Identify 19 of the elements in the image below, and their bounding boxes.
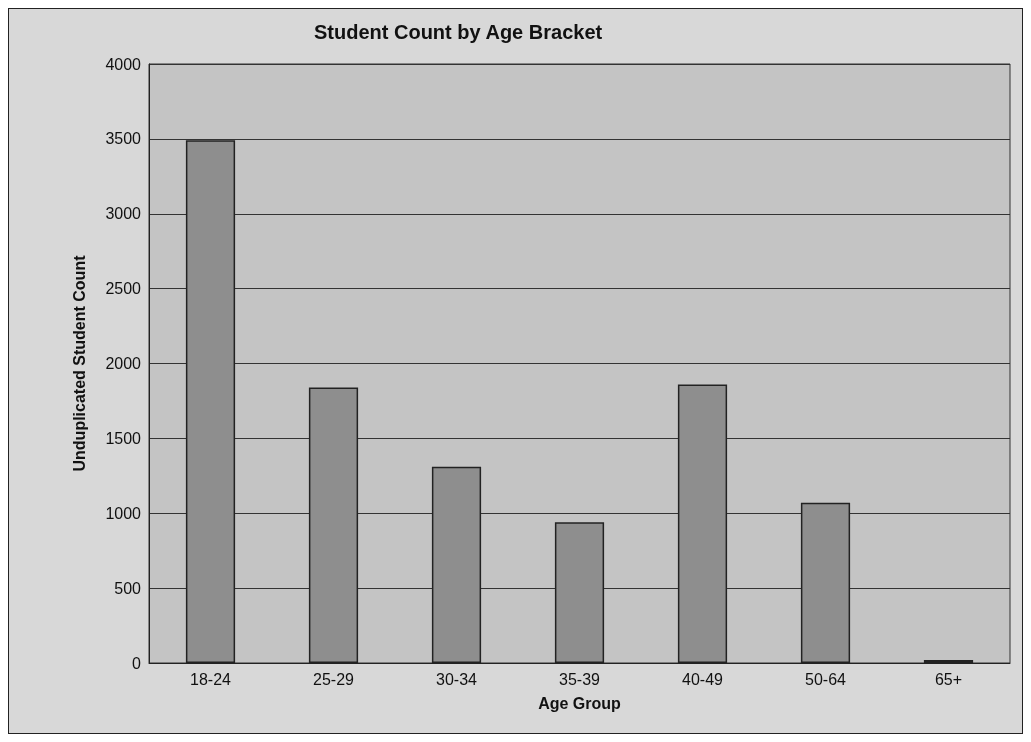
y-tick-label: 4000 <box>105 55 142 73</box>
y-tick-label: 2500 <box>105 280 142 298</box>
x-tick-label: 25-29 <box>313 670 355 688</box>
y-tick-label: 1500 <box>105 429 142 447</box>
x-tick-label: 18-24 <box>190 670 232 688</box>
x-tick-label: 50-64 <box>805 670 847 688</box>
x-tick-label: 30-34 <box>436 670 478 688</box>
y-axis-title: Unduplicated Student Count <box>70 254 88 472</box>
x-tick-label: 35-39 <box>559 670 601 688</box>
y-tick-label: 3000 <box>105 205 142 223</box>
chart-title: Student Count by Age Bracket <box>314 21 603 43</box>
y-tick-label: 1000 <box>105 504 142 522</box>
x-tick-label: 40-49 <box>682 670 724 688</box>
x-tick-label: 65+ <box>934 670 963 688</box>
y-tick-label: 3500 <box>105 130 142 148</box>
x-axis-title: Age Group <box>538 694 622 712</box>
y-tick-label: 500 <box>114 579 142 597</box>
y-tick-label: 0 <box>132 654 142 672</box>
y-tick-label: 2000 <box>105 355 142 372</box>
